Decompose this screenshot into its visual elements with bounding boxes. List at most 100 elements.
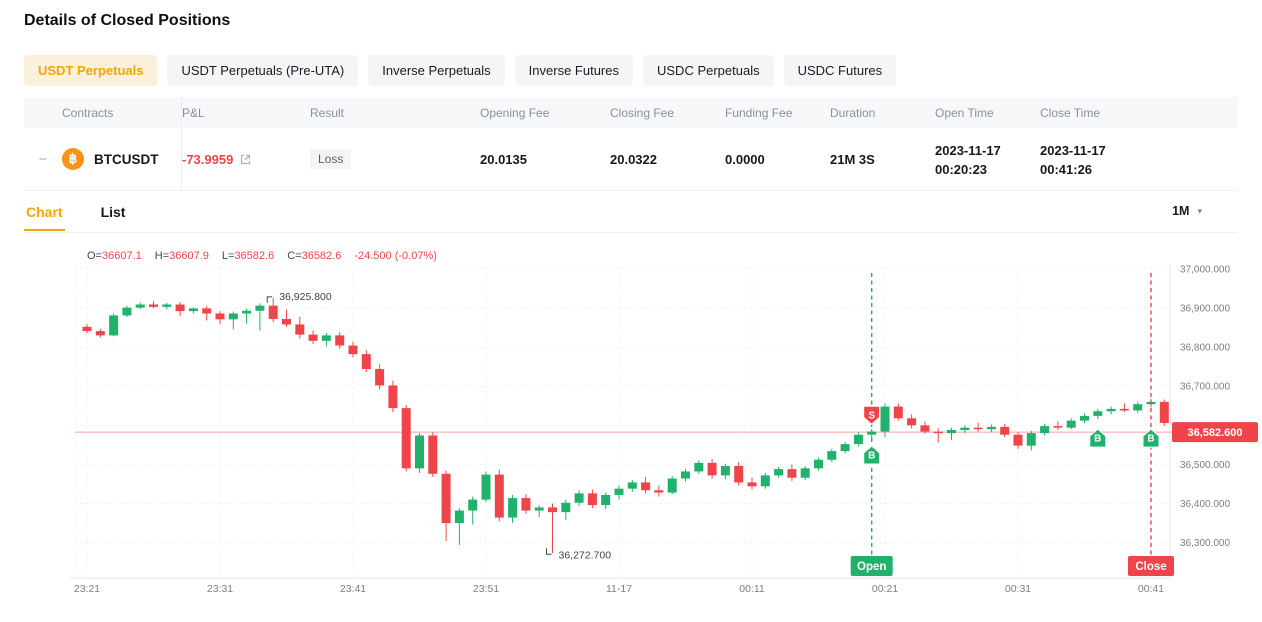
candle-body [428,435,438,474]
candle-body [614,488,624,495]
candle-body [694,462,704,472]
table-row: − ฿ BTCUSDT -73.9959 Loss 20.0135 [24,128,1238,191]
funding-fee-value: 0.0000 [725,151,765,167]
candle-body [827,451,837,460]
y-tick-label: 36,700.000 [1180,382,1230,393]
candle-body [468,499,478,511]
closing-fee-value: 20.0322 [610,151,657,167]
candlestick-plot[interactable]: 37,000.000 36,900.000 36,800.000 36,700.000… [0,245,1262,617]
candle-body [800,468,810,478]
candle-body [760,475,770,487]
candle-body [720,465,730,476]
candle-body [747,482,757,487]
x-tick-label: 00:31 [1005,583,1031,595]
open-position-marker: Open [850,273,893,576]
candle-body [321,335,331,341]
expand-column-header [24,97,62,128]
ohlc-item: C=36582.6 [287,250,342,262]
y-tick-label: 36,300.000 [1180,538,1230,549]
candle-body [415,435,424,469]
ohlc-item: H=36607.9 [154,250,209,262]
column-header-funding-fee: Funding Fee [725,105,793,120]
candle-body [920,425,930,432]
candle-body [215,313,225,320]
candle-body [175,304,185,312]
candle-body [707,462,717,476]
candle-body [1093,411,1103,416]
candles [82,297,1183,554]
candle-body [162,304,172,307]
candle-body [228,313,238,320]
candle-body [587,493,597,506]
contract-cell: ฿ BTCUSDT [62,128,182,190]
collapse-row-toggle[interactable]: − [38,150,48,168]
candle-body [1040,426,1050,434]
candle-body [149,304,158,307]
candle-body [109,315,119,336]
external-link-icon[interactable] [239,153,252,166]
candle-body [1133,404,1143,411]
page-title: Details of Closed Positions [24,12,231,29]
y-tick-label: 36,900.000 [1180,304,1230,315]
duration-value: 21M 3S [830,151,875,167]
candle-body [774,469,784,476]
filter-tab-usdc-futures[interactable]: USDC Futures [783,55,897,86]
tab-list[interactable]: List [100,204,126,220]
interval-value: 1M [1172,204,1190,218]
opening-fee-value: 20.0135 [480,151,527,167]
candle-body [454,510,464,524]
column-header-duration: Duration [830,105,876,120]
pnl-cell: -73.9959 [182,128,310,190]
ohlc-info-line: O=36607.1 H=36607.9 L=36582.6 C=36582.6 -24.… [87,250,437,262]
candle-body [388,385,398,409]
candle-body [95,331,105,336]
candle-body [548,507,557,513]
buy-trade-badge[interactable]: B [863,445,881,465]
candle-body [268,305,278,319]
sell-trade-badge[interactable]: S [863,405,881,425]
chevron-down-icon: ▾ [1197,205,1202,216]
high-price-annotation: 36,925.800 [266,291,332,303]
candle-body [282,318,291,325]
svg-text:B: B [868,450,875,461]
svg-text:B: B [1094,434,1101,445]
candle-body [654,490,664,493]
x-tick-label: 23:51 [473,583,499,595]
result-cell: Loss [310,128,480,190]
candle-body [667,478,677,493]
candle-body [1119,408,1129,411]
candle-body [295,324,305,335]
candle-body [361,354,371,370]
filter-tab-usdt-perpetuals[interactable]: USDT Perpetuals [24,55,158,86]
candle-body [481,474,491,500]
y-tick-label: 36,400.000 [1180,499,1230,510]
candle-body [986,426,996,430]
candlestick-chart[interactable]: O=36607.1 H=36607.9 L=36582.6 C=36582.6 -24.… [0,245,1262,617]
filter-tab-usdc-perpetuals[interactable]: USDC Perpetuals [643,55,774,86]
contract-filter-tabs: USDT Perpetuals USDT Perpetuals (Pre-UTA)… [24,55,897,86]
candle-body [681,471,690,479]
tab-chart[interactable]: Chart [24,200,65,231]
candle-body [947,430,956,434]
open-time-value: 2023-11-17 00:20:23 [935,143,1001,177]
x-tick-label: 00:41 [1138,583,1164,595]
buy-trade-badge[interactable]: B [1089,428,1107,448]
filter-tab-inverse-futures[interactable]: Inverse Futures [514,55,633,86]
candle-body [1053,426,1063,428]
grid [74,267,1170,578]
candle-body [1066,420,1076,428]
interval-selector[interactable]: 1M ▾ [1170,200,1204,222]
x-tick-label: 23:21 [74,583,100,595]
btc-icon: ฿ [62,148,84,170]
svg-text:B: B [1147,434,1154,445]
candle-body [893,406,903,419]
y-tick-label: 36,800.000 [1180,343,1230,354]
buy-trade-badge[interactable]: B [1142,428,1160,448]
filter-tab-inverse-perpetuals[interactable]: Inverse Perpetuals [368,55,505,86]
x-axis-labels: 23:21 23:31 23:41 23:51 11-17 00:11 00:21 00:31… [74,583,1164,595]
ohlc-item: L=36582.6 [221,250,275,262]
candle-body [574,493,584,503]
candle-body [308,334,318,341]
filter-tab-usdt-perpetuals-pre-uta-[interactable]: USDT Perpetuals (Pre-UTA) [167,55,359,86]
